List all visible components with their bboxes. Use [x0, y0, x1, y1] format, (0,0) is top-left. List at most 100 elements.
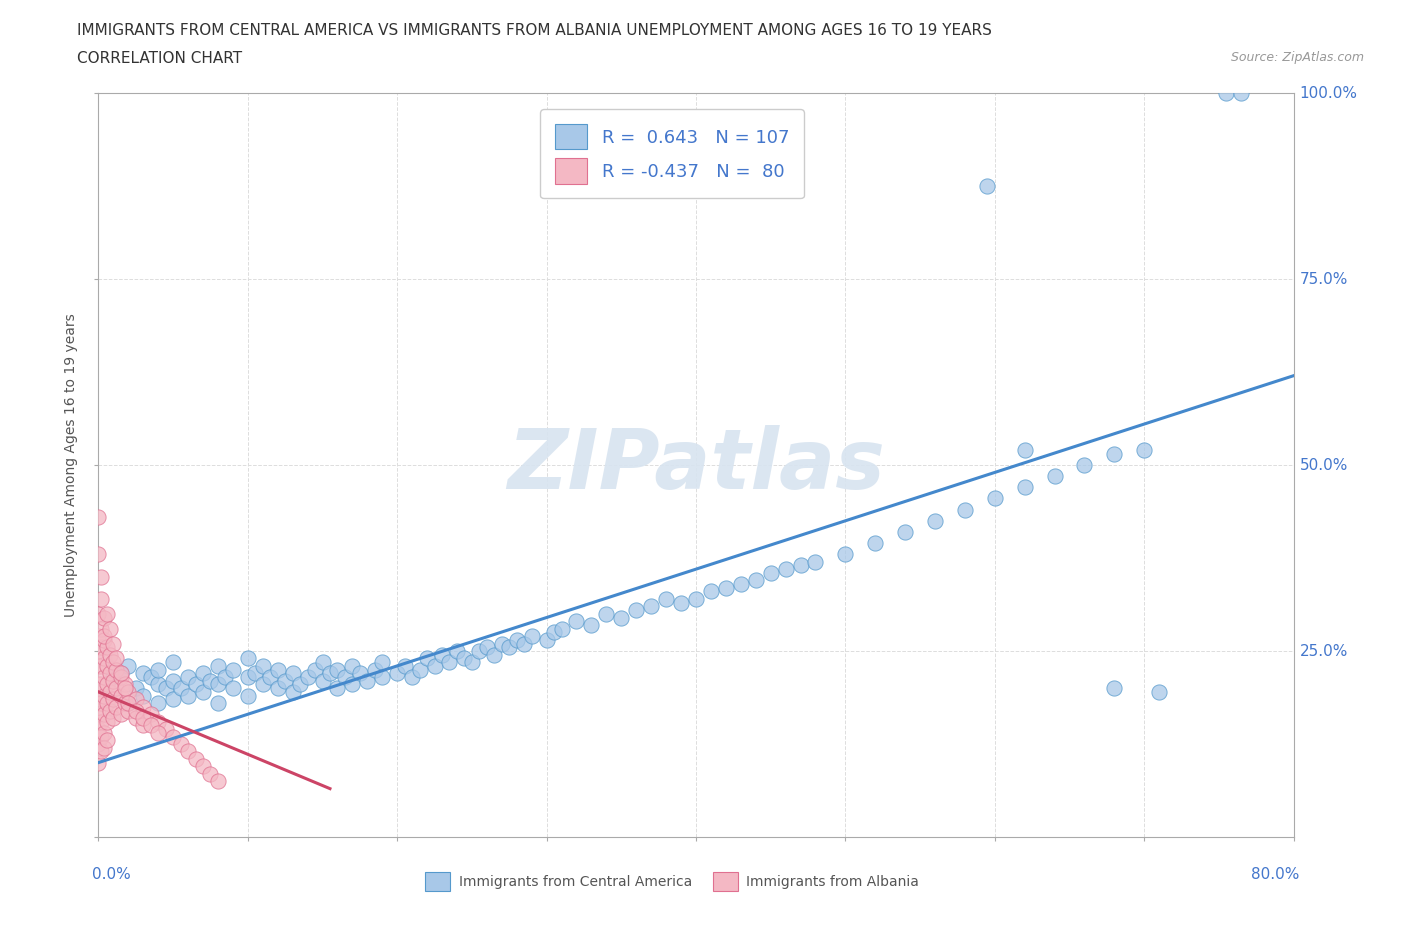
- Point: [297, 670, 319, 684]
- Point: [498, 640, 520, 655]
- Point: [356, 673, 378, 688]
- Point: [162, 655, 184, 670]
- Point: [96, 640, 118, 655]
- Point: [90, 569, 112, 584]
- Point: [333, 670, 356, 684]
- Text: 100.0%: 100.0%: [1299, 86, 1358, 100]
- Point: [326, 662, 349, 677]
- Point: [207, 774, 229, 789]
- Y-axis label: Unemployment Among Ages 16 to 19 years: Unemployment Among Ages 16 to 19 years: [65, 313, 79, 617]
- Point: [1043, 469, 1066, 484]
- Point: [236, 651, 259, 666]
- Point: [105, 699, 128, 714]
- Point: [595, 606, 617, 621]
- Point: [87, 737, 110, 751]
- Point: [90, 677, 112, 692]
- Point: [132, 718, 155, 733]
- Point: [87, 755, 110, 770]
- Point: [1104, 446, 1126, 461]
- Point: [319, 666, 342, 681]
- Point: [759, 565, 782, 580]
- Point: [1014, 443, 1036, 458]
- Point: [200, 673, 222, 688]
- Point: [191, 684, 214, 699]
- Point: [775, 562, 797, 577]
- Point: [700, 584, 723, 599]
- Point: [105, 662, 128, 677]
- Point: [804, 554, 827, 569]
- Point: [1104, 681, 1126, 696]
- Point: [125, 681, 148, 696]
- Point: [236, 688, 259, 703]
- Point: [87, 644, 110, 658]
- Text: IMMIGRANTS FROM CENTRAL AMERICA VS IMMIGRANTS FROM ALBANIA UNEMPLOYMENT AMONG AG: IMMIGRANTS FROM CENTRAL AMERICA VS IMMIG…: [77, 23, 993, 38]
- Point: [90, 640, 112, 655]
- Point: [894, 525, 917, 539]
- Point: [245, 666, 267, 681]
- Point: [125, 711, 148, 725]
- Point: [93, 707, 115, 722]
- Point: [214, 670, 236, 684]
- Point: [114, 681, 136, 696]
- Point: [236, 670, 259, 684]
- Point: [110, 666, 132, 681]
- Point: [93, 610, 115, 625]
- Point: [103, 670, 125, 684]
- Point: [90, 729, 112, 744]
- Point: [416, 651, 439, 666]
- Point: [117, 696, 139, 711]
- Point: [207, 658, 229, 673]
- Point: [132, 688, 155, 703]
- Point: [745, 573, 768, 588]
- Point: [139, 707, 162, 722]
- Point: [125, 692, 148, 707]
- Point: [1230, 86, 1253, 100]
- Point: [475, 640, 498, 655]
- Text: 50.0%: 50.0%: [1299, 458, 1348, 472]
- Point: [640, 599, 662, 614]
- Point: [103, 655, 125, 670]
- Point: [468, 644, 491, 658]
- Point: [1215, 86, 1237, 100]
- Point: [371, 655, 394, 670]
- Point: [865, 536, 887, 551]
- Point: [177, 670, 200, 684]
- Point: [259, 670, 281, 684]
- Point: [103, 673, 125, 688]
- Point: [536, 632, 558, 647]
- Point: [200, 766, 222, 781]
- Text: Source: ZipAtlas.com: Source: ZipAtlas.com: [1230, 51, 1364, 64]
- Point: [114, 696, 136, 711]
- Point: [446, 644, 468, 658]
- Point: [114, 677, 136, 692]
- Point: [281, 684, 304, 699]
- Point: [155, 722, 177, 737]
- Point: [1073, 458, 1095, 472]
- Point: [93, 632, 115, 647]
- Point: [349, 666, 371, 681]
- Point: [281, 666, 304, 681]
- Point: [87, 629, 110, 644]
- Point: [87, 606, 110, 621]
- Point: [139, 718, 162, 733]
- Point: [93, 629, 115, 644]
- Point: [93, 688, 115, 703]
- Point: [110, 688, 132, 703]
- Point: [87, 547, 110, 562]
- Text: 75.0%: 75.0%: [1299, 272, 1348, 286]
- Point: [110, 670, 132, 684]
- Point: [87, 658, 110, 673]
- Point: [326, 681, 349, 696]
- Point: [96, 658, 118, 673]
- Point: [132, 699, 155, 714]
- Point: [789, 558, 811, 573]
- Point: [90, 658, 112, 673]
- Point: [342, 677, 364, 692]
- Point: [96, 677, 118, 692]
- Point: [162, 692, 184, 707]
- Text: ZIPatlas: ZIPatlas: [508, 424, 884, 506]
- Point: [423, 658, 446, 673]
- Point: [655, 591, 678, 606]
- Point: [148, 725, 170, 740]
- Point: [439, 655, 461, 670]
